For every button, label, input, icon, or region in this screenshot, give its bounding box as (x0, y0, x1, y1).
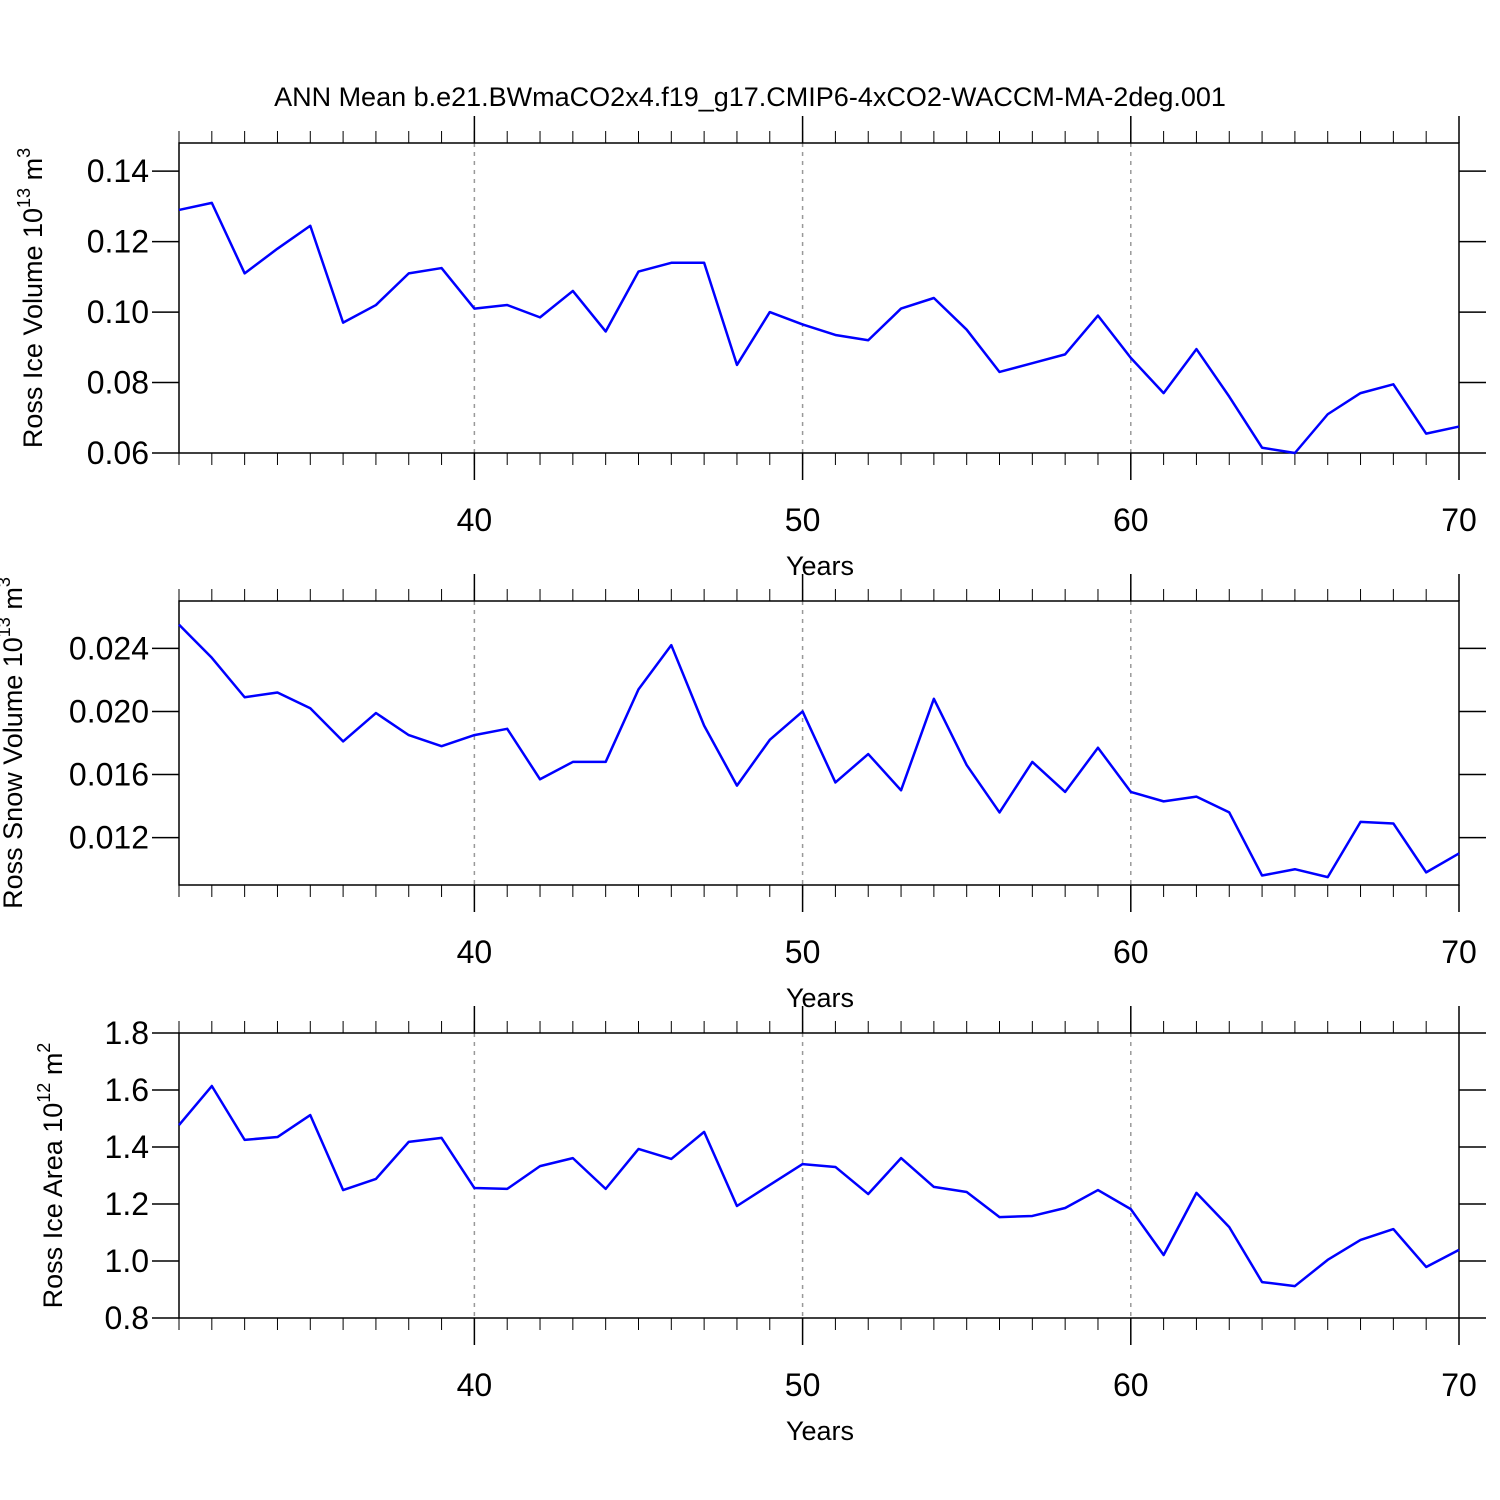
y-tick-label: 0.08 (87, 365, 149, 401)
y-axis-label-part: m (18, 158, 48, 188)
y-axis-label-part: 3 (14, 148, 34, 158)
y-tick-label: 0.020 (69, 693, 149, 729)
plot-frame (178, 600, 1460, 886)
x-tick-label: 70 (1441, 1367, 1477, 1403)
y-tick-label: 0.12 (87, 224, 149, 260)
y-axis-label-part: Ross Snow Volume 10 (0, 637, 28, 909)
data-line (178, 623, 1460, 879)
y-axis-label: Ross Ice Area 1012 m2 (34, 1043, 68, 1309)
data-line (178, 1084, 1460, 1288)
x-tick-label: 70 (1441, 502, 1477, 538)
x-axis-label: Years (786, 1416, 854, 1446)
plot-frame (178, 1032, 1460, 1319)
plot-frame (178, 142, 1460, 454)
y-tick-label: 1.0 (105, 1243, 149, 1279)
y-tick-label: 0.14 (87, 153, 149, 189)
y-axis-label-part: 2 (34, 1043, 54, 1053)
y-tick-label: 0.012 (69, 820, 149, 856)
chart-title: ANN Mean b.e21.BWmaCO2x4.f19_g17.CMIP6-4… (274, 82, 1226, 112)
x-tick-label: 60 (1113, 502, 1149, 538)
y-tick-label: 0.10 (87, 294, 149, 330)
y-axis-label: Ross Snow Volume 1013 m3 (0, 577, 28, 909)
x-axis-label: Years (786, 551, 854, 581)
x-tick-label: 40 (457, 502, 493, 538)
y-axis-label-part: Ross Ice Area 10 (38, 1103, 68, 1309)
y-axis-label-part: Ross Ice Volume 10 (18, 208, 48, 448)
y-axis-label-part: 3 (0, 577, 14, 587)
y-tick-label: 0.8 (105, 1300, 149, 1336)
y-tick-label: 1.2 (105, 1186, 149, 1222)
x-tick-label: 40 (457, 1367, 493, 1403)
y-tick-label: 1.4 (105, 1129, 149, 1165)
y-axis-label-part: m (0, 587, 28, 617)
x-axis-label: Years (786, 983, 854, 1013)
y-axis-label-part: 13 (0, 617, 14, 637)
y-axis-label-part: 13 (14, 188, 34, 208)
x-tick-label: 40 (457, 934, 493, 970)
y-tick-label: 0.016 (69, 757, 149, 793)
y-axis-label-part: m (38, 1053, 68, 1083)
y-tick-label: 1.8 (105, 1015, 149, 1051)
x-tick-label: 50 (785, 502, 821, 538)
y-tick-label: 1.6 (105, 1072, 149, 1108)
x-tick-label: 50 (785, 1367, 821, 1403)
y-axis-label: Ross Ice Volume 1013 m3 (14, 148, 48, 448)
data-line (178, 201, 1460, 455)
y-tick-label: 0.024 (69, 630, 149, 666)
x-tick-label: 60 (1113, 1367, 1149, 1403)
x-tick-label: 70 (1441, 934, 1477, 970)
y-axis-label-part: 12 (34, 1083, 54, 1103)
y-tick-label: 0.06 (87, 435, 149, 471)
x-tick-label: 60 (1113, 934, 1149, 970)
x-tick-label: 50 (785, 934, 821, 970)
